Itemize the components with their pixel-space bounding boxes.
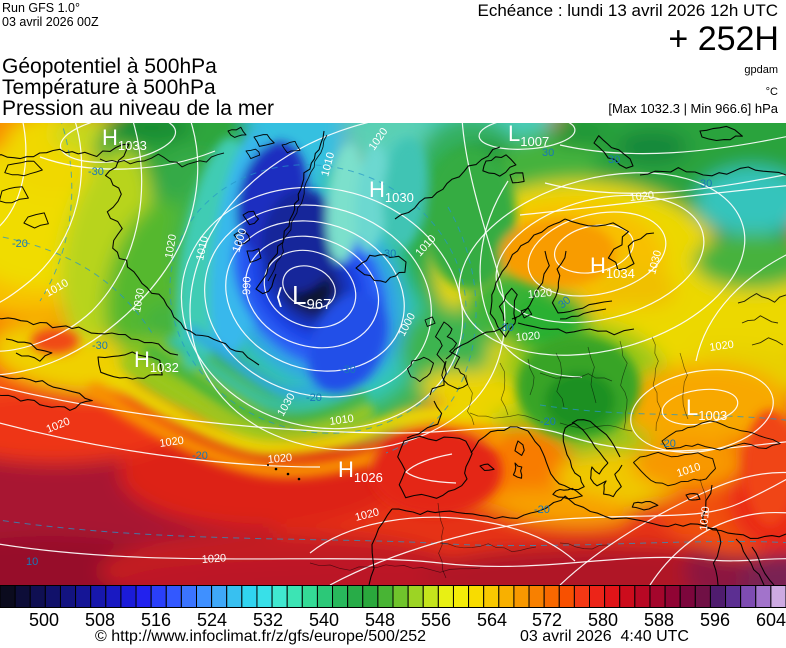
svg-text:-20: -20	[540, 416, 556, 428]
svg-text:-20: -20	[306, 392, 322, 404]
svg-text:30: 30	[700, 178, 712, 190]
svg-text:1020: 1020	[527, 287, 552, 301]
svg-text:1020: 1020	[163, 233, 179, 259]
svg-text:1010: 1010	[329, 413, 355, 428]
svg-text:H1033: H1033	[102, 125, 147, 153]
svg-text:30: 30	[384, 248, 396, 260]
svg-text:-20: -20	[192, 450, 208, 462]
svg-text:990: 990	[241, 276, 254, 295]
svg-text:-30: -30	[88, 166, 104, 178]
svg-text:⟨: ⟨	[275, 284, 284, 309]
svg-text:1010: 1010	[194, 235, 211, 261]
svg-text:-30: -30	[92, 340, 108, 352]
svg-text:1020: 1020	[709, 339, 735, 354]
svg-text:30: 30	[608, 154, 620, 166]
svg-text:-20: -20	[12, 238, 28, 250]
svg-text:1020: 1020	[515, 330, 540, 344]
svg-text:1020: 1020	[267, 452, 292, 466]
svg-text:1030: 1030	[131, 287, 147, 313]
svg-text:-20: -20	[660, 438, 676, 450]
svg-text:1020: 1020	[354, 506, 381, 524]
svg-text:-20: -20	[534, 504, 550, 516]
svg-text:1020: 1020	[629, 189, 655, 203]
svg-text:-30: -30	[340, 364, 356, 376]
svg-text:1020: 1020	[159, 435, 185, 450]
svg-text:-30: -30	[498, 322, 514, 334]
svg-text:1010: 1010	[698, 506, 712, 531]
svg-text:1020: 1020	[201, 552, 226, 566]
svg-text:10: 10	[26, 556, 38, 568]
svg-text:30: 30	[542, 147, 554, 159]
